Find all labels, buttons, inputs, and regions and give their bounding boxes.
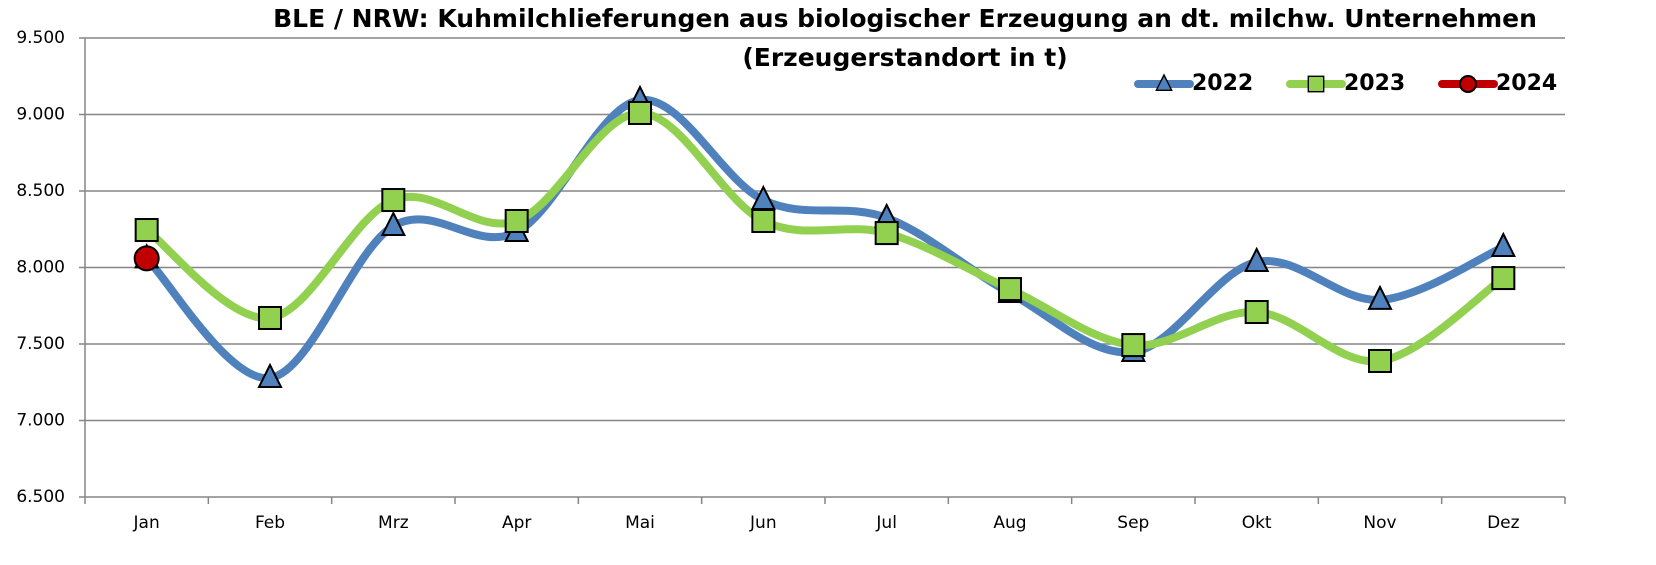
marker — [380, 210, 406, 237]
x-tick-label: Mrz — [378, 513, 409, 533]
legend-label: 2022 — [1192, 71, 1253, 96]
y-tick-label: 9.500 — [16, 28, 65, 48]
marker — [1244, 300, 1269, 325]
x-tick-label: Aug — [993, 513, 1026, 533]
x-tick-label: Dez — [1487, 513, 1520, 533]
legend-label: 2023 — [1344, 71, 1405, 96]
marker — [381, 188, 406, 213]
y-tick-label: 7.000 — [16, 411, 65, 431]
x-tick-label: Okt — [1242, 513, 1272, 533]
marker — [133, 245, 160, 272]
legend-marker — [1307, 75, 1325, 93]
x-tick-label: Mai — [625, 513, 655, 533]
y-tick-label: 6.500 — [16, 487, 65, 507]
x-tick-label: Jan — [133, 513, 160, 533]
marker — [1121, 333, 1146, 358]
series-line — [142, 108, 1508, 366]
legend-label: 2024 — [1496, 71, 1557, 96]
x-tick-label: Jul — [875, 513, 897, 533]
x-tick-label: Feb — [255, 513, 285, 533]
chart-title: BLE / NRW: Kuhmilchlieferungen aus biolo… — [273, 4, 1537, 33]
y-tick-label: 8.000 — [16, 258, 65, 278]
marker — [998, 277, 1022, 302]
x-tick-label: Nov — [1363, 513, 1396, 533]
marker — [874, 221, 899, 246]
y-tick-label: 8.500 — [16, 181, 65, 201]
marker — [751, 208, 776, 233]
marker — [1244, 246, 1270, 272]
chart-subtitle: (Erzeugerstandort in t) — [742, 43, 1067, 72]
marker — [258, 305, 282, 330]
x-tick-label: Jun — [749, 513, 777, 533]
marker — [1491, 266, 1516, 291]
marker — [1367, 284, 1393, 310]
x-tick-label: Sep — [1117, 513, 1149, 533]
marker — [1368, 348, 1392, 373]
legend-marker — [1459, 75, 1477, 93]
marker — [628, 100, 652, 125]
y-tick-label: 9.000 — [16, 105, 65, 125]
marker — [504, 208, 529, 233]
y-tick-label: 7.500 — [16, 334, 65, 354]
legend-marker — [1155, 73, 1173, 91]
marker — [1490, 231, 1516, 257]
marker — [134, 218, 159, 243]
marker — [257, 362, 283, 388]
x-tick-label: Apr — [502, 513, 531, 533]
